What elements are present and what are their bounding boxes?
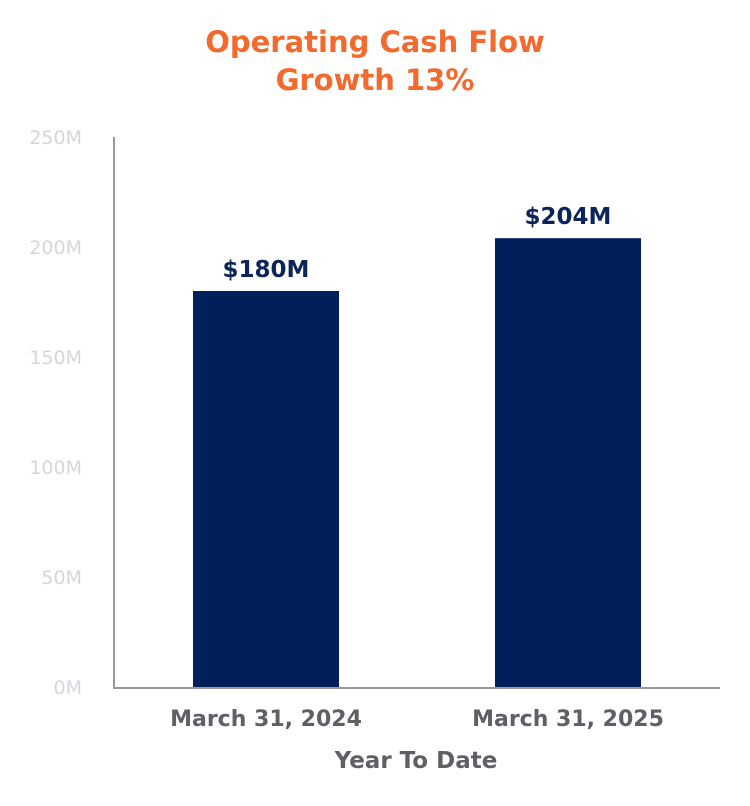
x-tick-label: March 31, 2024 <box>170 707 362 732</box>
x-axis-label: Year To Date <box>334 748 498 774</box>
data-label: $204M <box>525 204 612 230</box>
y-tick-label: 200M <box>29 237 82 259</box>
bar <box>193 291 339 687</box>
y-tick-label: 0M <box>54 677 82 699</box>
chart-title-line-2: Growth 13% <box>276 63 475 97</box>
data-label: $180M <box>223 257 310 283</box>
bar <box>495 238 641 687</box>
y-tick-label: 100M <box>29 457 82 479</box>
y-tick-label: 50M <box>41 567 82 589</box>
y-tick-label: 250M <box>29 127 82 149</box>
chart-title-line-1: Operating Cash Flow <box>205 25 545 59</box>
y-tick-label: 150M <box>29 347 82 369</box>
x-tick-label: March 31, 2025 <box>472 707 664 732</box>
